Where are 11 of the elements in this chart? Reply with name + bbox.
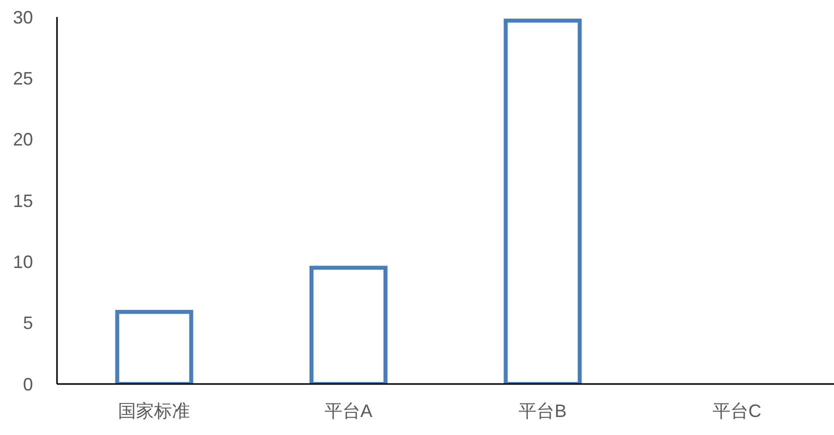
y-tick-label: 30 <box>12 7 33 28</box>
y-tick-label: 5 <box>22 313 33 334</box>
x-tick-label: 国家标准 <box>118 400 190 421</box>
y-tick-label: 0 <box>22 374 33 394</box>
x-tick-label: 平台B <box>518 400 567 421</box>
y-tick-label: 10 <box>12 252 33 272</box>
x-tick-label: 平台A <box>324 400 372 421</box>
y-tick-label: 15 <box>12 190 33 211</box>
y-tick-label: 25 <box>12 68 33 89</box>
x-tick-label: 平台C <box>712 400 762 421</box>
y-tick-label: 20 <box>12 130 33 150</box>
